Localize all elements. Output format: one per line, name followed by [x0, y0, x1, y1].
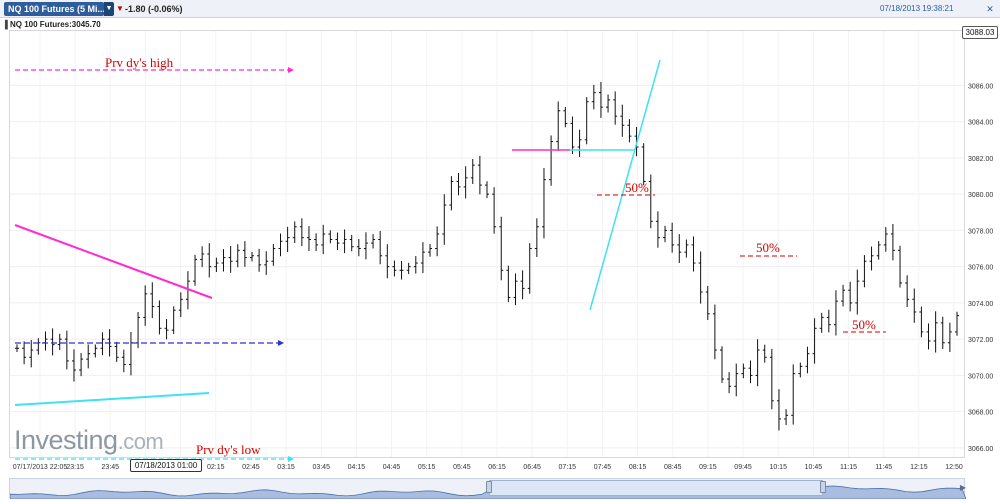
- x-tick-label: 11:45: [875, 464, 892, 471]
- x-tick-label: 08:45: [664, 464, 682, 471]
- blue-arrow-icon: [278, 340, 284, 346]
- x-tick-label: 09:45: [734, 464, 752, 471]
- navigator-window[interactable]: [489, 480, 823, 496]
- logo-main: Investing: [14, 425, 118, 455]
- y-tick-label: 3084.00: [968, 120, 993, 127]
- investing-logo: Investing.com: [14, 425, 164, 457]
- y-tick-label: 3074.00: [968, 301, 993, 308]
- y-axis: 3066.00 3068.00 3070.00 3072.00 3074.00 3076.…: [968, 83, 993, 453]
- x-tick-label: 23:45: [102, 464, 120, 471]
- x-axis: 07/17/2013 22:0523:1523:4501:1501:4502:1…: [13, 464, 963, 471]
- fib-label-1: 50%: [625, 180, 649, 195]
- prv-low-arrow-icon: [288, 456, 294, 462]
- magenta-trendline[interactable]: [14, 224, 213, 299]
- x-tick-label: 05:45: [453, 464, 471, 471]
- x-tick-label: 03:15: [277, 464, 295, 471]
- y-tick-label: 3080.00: [968, 192, 993, 199]
- x-tick-label: 07:15: [559, 464, 577, 471]
- prv-high-arrow-icon: [288, 67, 294, 73]
- instrument-select[interactable]: NQ 100 Futures (5 Mi...: [4, 2, 104, 16]
- prv-high-label: Prv dy's high: [105, 55, 174, 70]
- x-tick-label: 04:15: [348, 464, 366, 471]
- y-tick-label: 3068.00: [968, 410, 993, 417]
- title-bar: NQ 100 Futures (5 Mi... ▼ ▼ -1.80 (-0.06…: [0, 0, 1000, 18]
- gridlines: [10, 31, 964, 457]
- x-tick-label: 07:45: [594, 464, 612, 471]
- navigator-handle-left[interactable]: [486, 481, 492, 493]
- plot-area[interactable]: [9, 30, 965, 458]
- logo-suffix: .com: [117, 429, 164, 454]
- y-tick-label: 3072.00: [968, 337, 993, 344]
- y-tick-label: 3086.00: [968, 83, 993, 90]
- x-tick-label: 12:50: [945, 464, 963, 471]
- legend-bar-icon: ▐: [2, 20, 8, 29]
- x-tick-label: 08:15: [629, 464, 647, 471]
- x-tick-label: 04:45: [383, 464, 401, 471]
- x-tick-label: 11:15: [840, 464, 857, 471]
- x-tick-label: 02:15: [207, 464, 225, 471]
- scroll-right-icon[interactable]: ▶: [959, 483, 967, 492]
- prv-low-label: Prv dy's low: [196, 442, 261, 457]
- x-tick-label: 06:45: [523, 464, 541, 471]
- series-legend: NQ 100 Futures:3045.70: [10, 20, 101, 29]
- price-change: -1.80 (-0.06%): [125, 4, 183, 14]
- triangle-down-icon: ▼: [116, 4, 124, 13]
- x-tick-label: 09:15: [699, 464, 717, 471]
- y-tick-label: 3082.00: [968, 156, 993, 163]
- ohlc-bars: [15, 81, 959, 431]
- x-tick-label: 06:15: [488, 464, 506, 471]
- x-tick-label: 23:15: [66, 464, 84, 471]
- x-tick-label: 03:45: [312, 464, 330, 471]
- x-tick-label: 05:15: [418, 464, 436, 471]
- chevron-down-icon[interactable]: ▼: [104, 2, 114, 16]
- fib-label-2: 50%: [756, 240, 780, 255]
- x-tick-label: 12:15: [910, 464, 928, 471]
- cyan-trendline-low[interactable]: [14, 392, 210, 406]
- fib-label-3: 50%: [852, 317, 876, 332]
- navigator-handle-right[interactable]: [820, 481, 826, 493]
- y-tick-label: 3076.00: [968, 265, 993, 272]
- x-tick-label: 10:15: [769, 464, 787, 471]
- last-price-marker: 3088.03: [962, 26, 998, 39]
- y-tick-label: 3070.00: [968, 373, 993, 380]
- x-tick-label: 10:45: [805, 464, 823, 471]
- x-tick-label: 02:45: [242, 464, 260, 471]
- timestamp: 07/18/2013 19:38:21: [880, 4, 954, 13]
- y-tick-label: 3066.00: [968, 446, 993, 453]
- y-tick-label: 3078.00: [968, 228, 993, 235]
- x-tick-label: 07/17/2013 22:05: [13, 464, 68, 471]
- cyan-trendline-rally[interactable]: [589, 59, 661, 311]
- crosshair-time-label: 07/18/2013 01:00: [130, 459, 202, 472]
- close-icon[interactable]: ✕: [986, 4, 994, 14]
